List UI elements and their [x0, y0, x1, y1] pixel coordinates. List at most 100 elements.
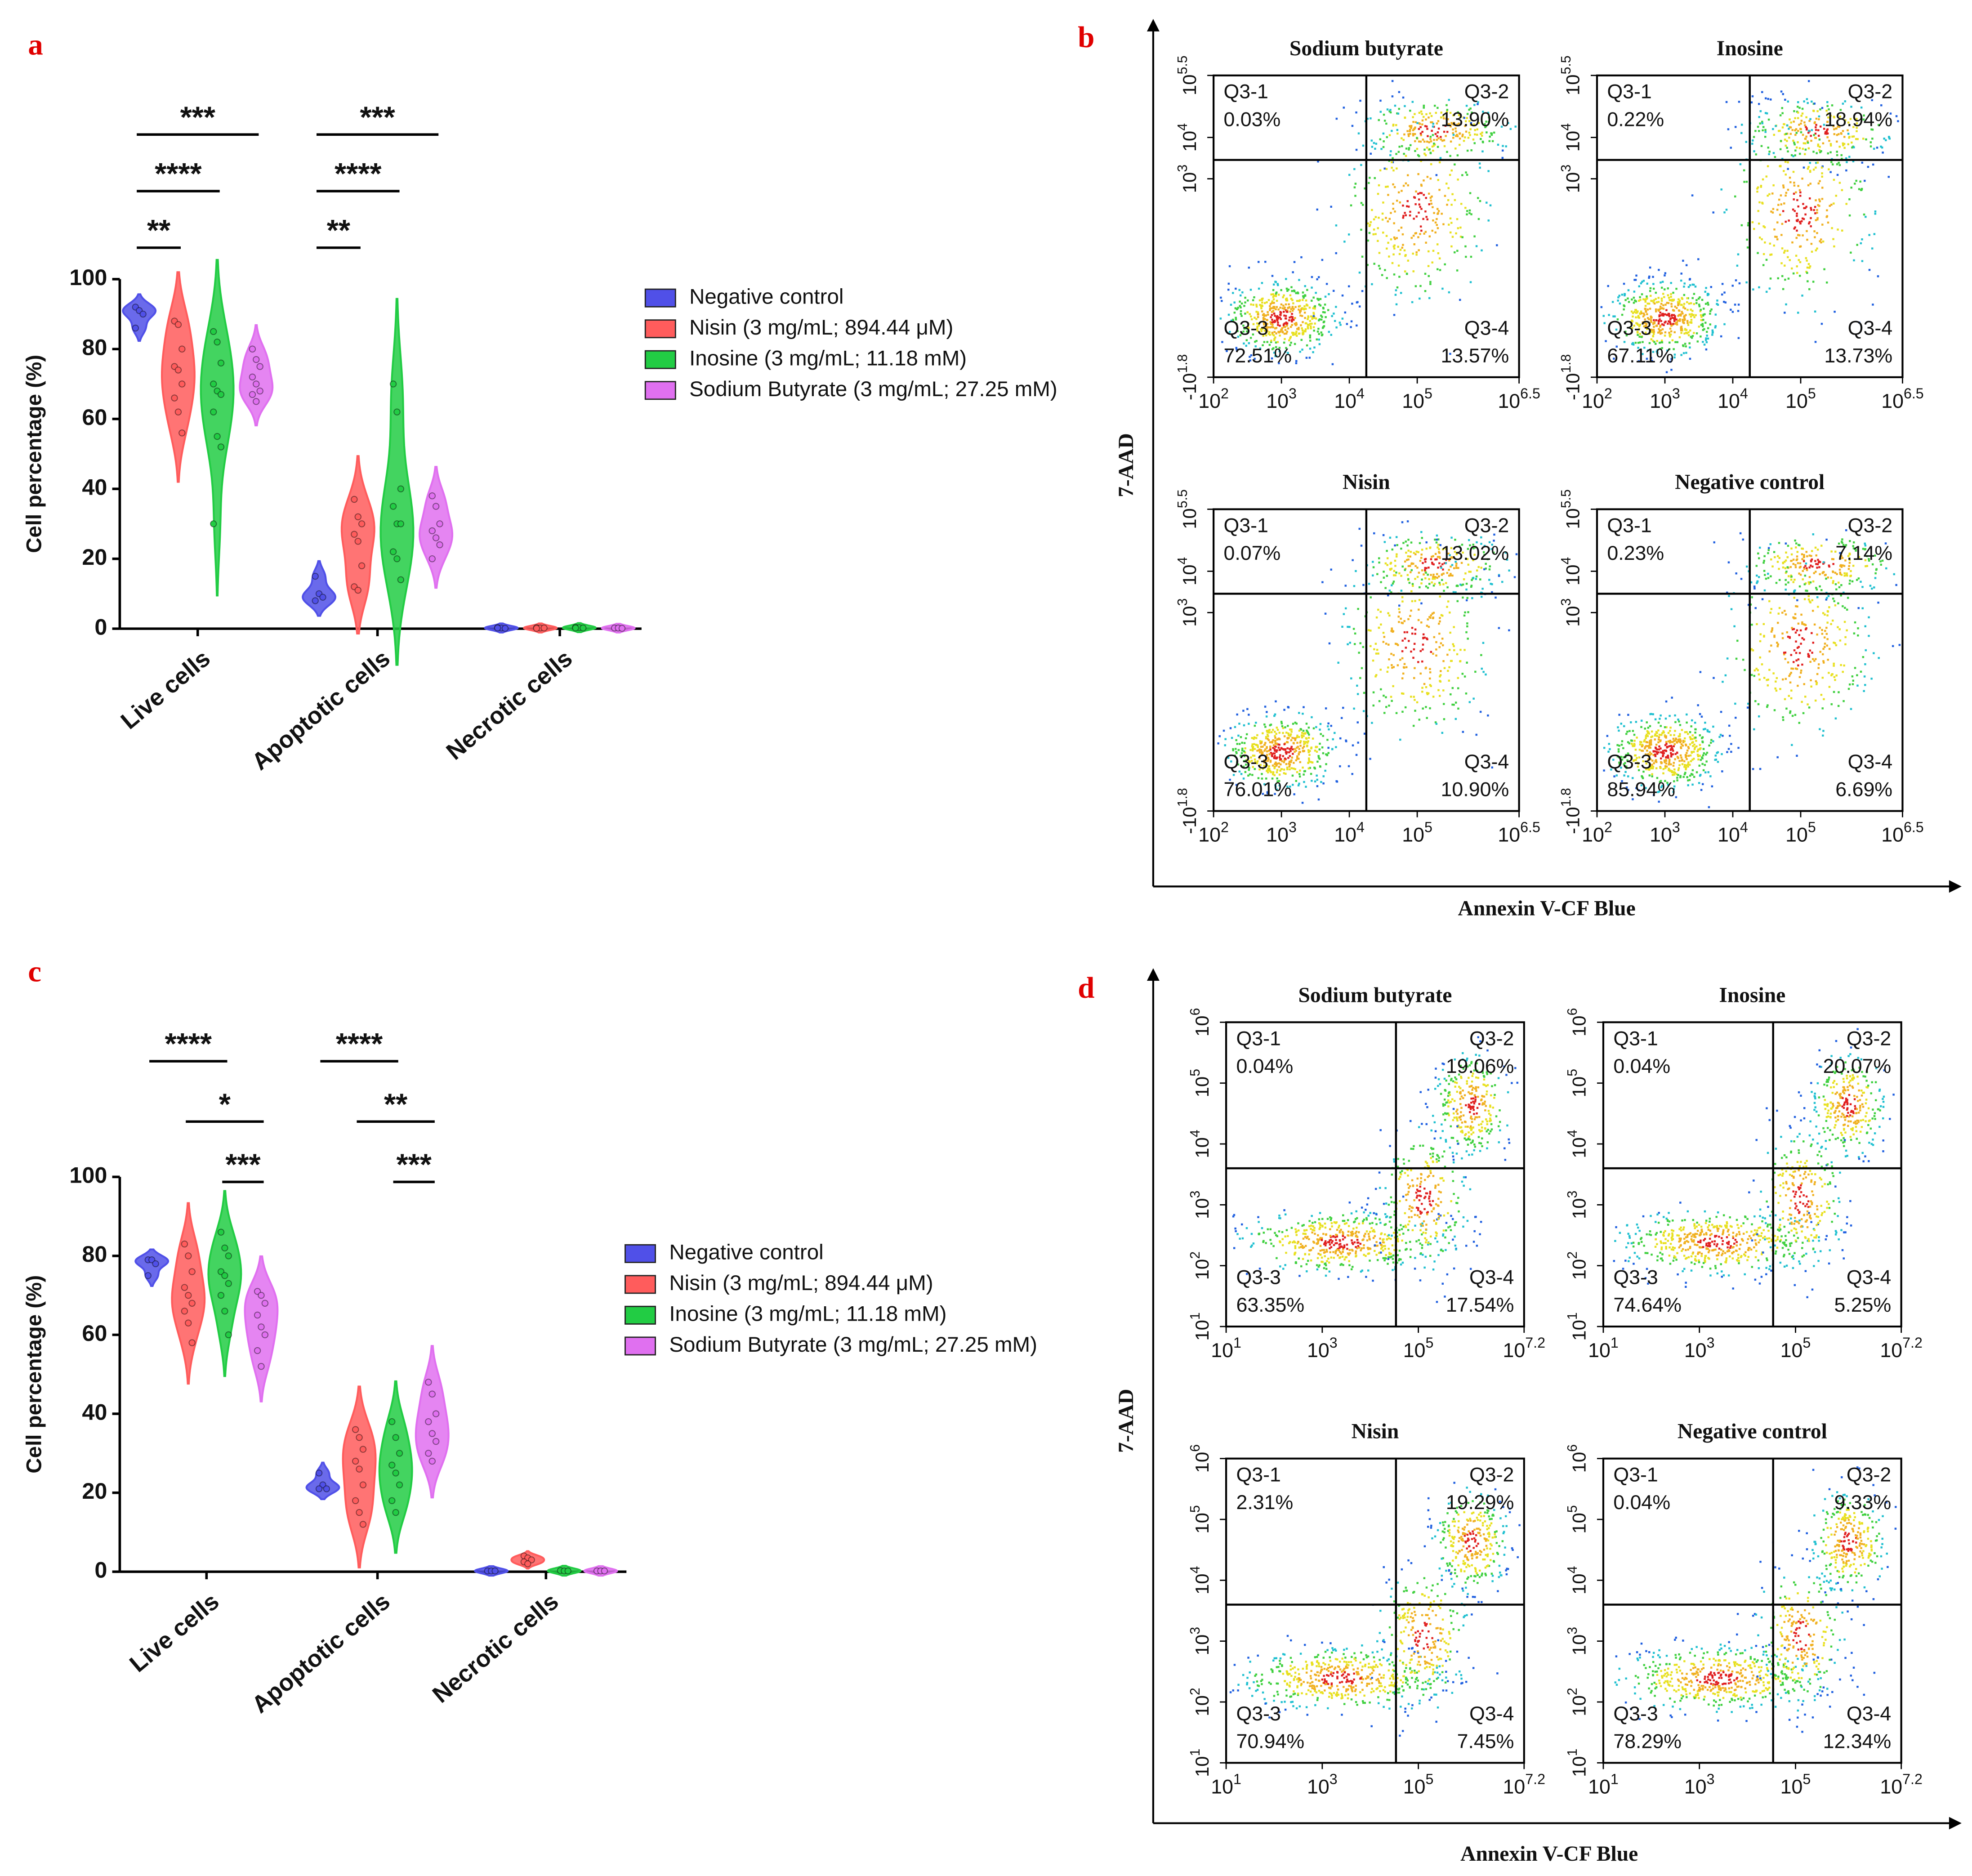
density-dot — [1379, 169, 1382, 172]
density-dot — [1432, 612, 1435, 614]
density-dot — [1632, 730, 1634, 732]
density-dot — [1446, 131, 1449, 133]
density-dot — [1373, 263, 1375, 265]
density-dot — [1454, 251, 1456, 254]
density-dot — [1693, 776, 1695, 778]
density-dot — [1648, 318, 1650, 321]
density-dot — [1366, 117, 1369, 120]
density-dot — [1330, 568, 1332, 571]
density-dot — [1815, 587, 1817, 589]
density-dot — [1361, 204, 1364, 206]
density-dot — [1784, 567, 1787, 569]
density-dot — [1441, 563, 1444, 566]
density-dot — [1405, 666, 1408, 669]
density-dot — [1448, 223, 1450, 226]
density-dot — [1736, 639, 1739, 642]
density-dot — [1237, 734, 1240, 737]
density-dot — [1663, 324, 1665, 326]
density-dot — [1661, 751, 1664, 754]
density-dot — [1807, 653, 1809, 655]
density-dot — [1707, 771, 1709, 773]
density-dot — [1706, 729, 1709, 732]
density-dot — [1731, 285, 1734, 287]
density-dot — [1414, 197, 1416, 199]
density-dot — [1793, 591, 1795, 593]
data-point — [217, 443, 225, 451]
density-dot — [1793, 184, 1796, 187]
density-dot — [1849, 118, 1852, 120]
density-dot — [1451, 687, 1454, 689]
density-dot — [1824, 630, 1826, 632]
density-dot — [1291, 324, 1293, 326]
density-dot — [1645, 745, 1647, 747]
density-dot — [1285, 763, 1288, 765]
density-dot — [1437, 131, 1439, 134]
density-dot — [1782, 716, 1784, 719]
density-dot — [1838, 691, 1840, 693]
density-dot — [1647, 349, 1649, 352]
density-dot — [1691, 719, 1693, 722]
density-dot — [1654, 753, 1656, 756]
density-dot — [1416, 122, 1419, 124]
density-dot — [1670, 369, 1673, 371]
density-dot — [1622, 747, 1624, 750]
density-dot — [1298, 758, 1300, 760]
density-dot — [1410, 696, 1412, 698]
density-dot — [1232, 749, 1234, 751]
tick-base: 10 — [1582, 390, 1604, 412]
density-dot — [1269, 748, 1272, 751]
density-dot — [1234, 726, 1236, 728]
density-dot — [1266, 330, 1268, 332]
density-dot — [1353, 643, 1356, 645]
density-dot — [1312, 315, 1315, 317]
density-dot — [1398, 1259, 1400, 1262]
density-dot — [1798, 189, 1801, 192]
density-dot — [1435, 112, 1437, 114]
tick-exp: 3 — [1289, 385, 1297, 401]
density-dot — [1279, 758, 1281, 760]
significance-label: **** — [335, 157, 382, 191]
density-dot — [1773, 634, 1776, 637]
density-dot — [1441, 139, 1444, 142]
density-dot — [1781, 223, 1784, 225]
density-dot — [1785, 173, 1787, 176]
density-dot — [1617, 726, 1619, 728]
density-dot — [1680, 313, 1682, 316]
tick-base: 10 — [1650, 824, 1672, 846]
density-dot — [1793, 628, 1795, 630]
density-dot — [1817, 145, 1820, 147]
density-dot — [1403, 620, 1405, 622]
density-dot — [1833, 202, 1835, 205]
density-dot — [1493, 131, 1495, 134]
density-dot — [1438, 189, 1441, 191]
density-dot — [1263, 764, 1265, 767]
density-dot — [1419, 205, 1421, 208]
density-dot — [1414, 113, 1416, 115]
density-dot — [1702, 754, 1704, 757]
density-dot — [1697, 758, 1700, 761]
density-dot — [1396, 286, 1399, 289]
density-dot — [1501, 581, 1504, 583]
density-dot — [1667, 302, 1670, 304]
quadrant-value: 0.22% — [1607, 108, 1664, 130]
density-dot — [1272, 307, 1274, 309]
density-dot — [1759, 633, 1762, 635]
density-dot — [1414, 565, 1417, 567]
data-point — [185, 1252, 192, 1260]
density-dot — [1491, 583, 1493, 585]
density-dot — [1446, 204, 1448, 206]
density-dot — [1313, 330, 1315, 332]
density-dot — [1644, 300, 1646, 303]
density-dot — [1814, 132, 1817, 135]
density-dot — [1699, 734, 1701, 737]
density-dot — [1465, 255, 1467, 258]
density-dot — [1669, 318, 1672, 321]
density-dot — [1763, 226, 1766, 228]
data-point — [354, 586, 361, 594]
density-dot — [1317, 756, 1320, 759]
density-dot — [1656, 352, 1659, 354]
density-dot — [1822, 730, 1825, 732]
density-dot — [1266, 731, 1269, 733]
density-dot — [1777, 621, 1779, 624]
density-dot — [1808, 706, 1811, 709]
